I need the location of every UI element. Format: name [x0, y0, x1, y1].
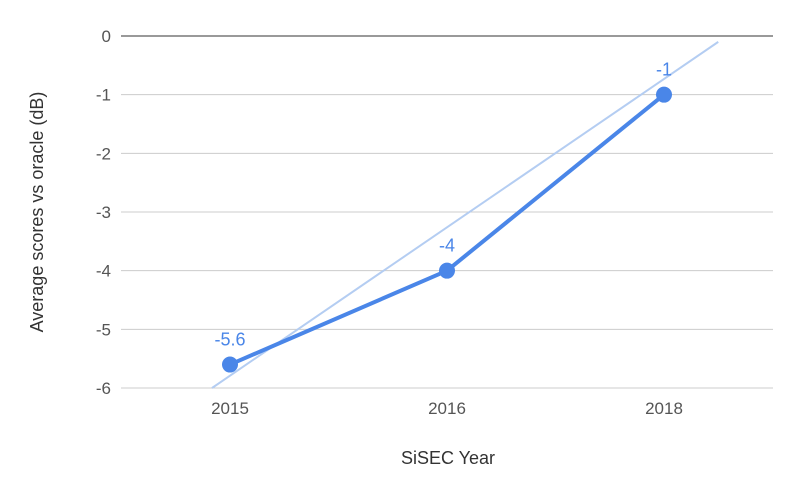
trendline-layer: [211, 41, 719, 389]
y-tick-label: -4: [96, 262, 111, 281]
data-point: [656, 86, 672, 103]
trendline: [211, 41, 719, 389]
y-tick-label: 0: [102, 27, 111, 46]
x-tick-label: 2018: [645, 399, 683, 418]
y-tick-label: -3: [96, 203, 111, 222]
y-axis-title: Average scores vs oracle (dB): [27, 92, 47, 333]
series-line: [228, 92, 666, 367]
data-label: -4: [439, 236, 455, 256]
data-labels: -5.6 -4 -1: [214, 60, 672, 350]
data-point: [222, 356, 238, 373]
y-tick-label: -1: [96, 86, 111, 105]
y-tick-label: -5: [96, 320, 111, 339]
y-tick-label: -2: [96, 144, 111, 163]
x-tick-label: 2016: [428, 399, 466, 418]
series-layer: [222, 86, 672, 373]
x-tick-label: 2015: [211, 399, 249, 418]
y-tick-label: -6: [96, 379, 111, 398]
x-axis-title: SiSEC Year: [401, 448, 495, 468]
x-axis-ticks: 2015 2016 2018: [211, 399, 683, 418]
data-label: -1: [656, 60, 672, 80]
data-point: [439, 262, 455, 279]
y-axis-ticks: 0 -1 -2 -3 -4 -5 -6: [96, 27, 111, 398]
data-label: -5.6: [214, 330, 245, 350]
